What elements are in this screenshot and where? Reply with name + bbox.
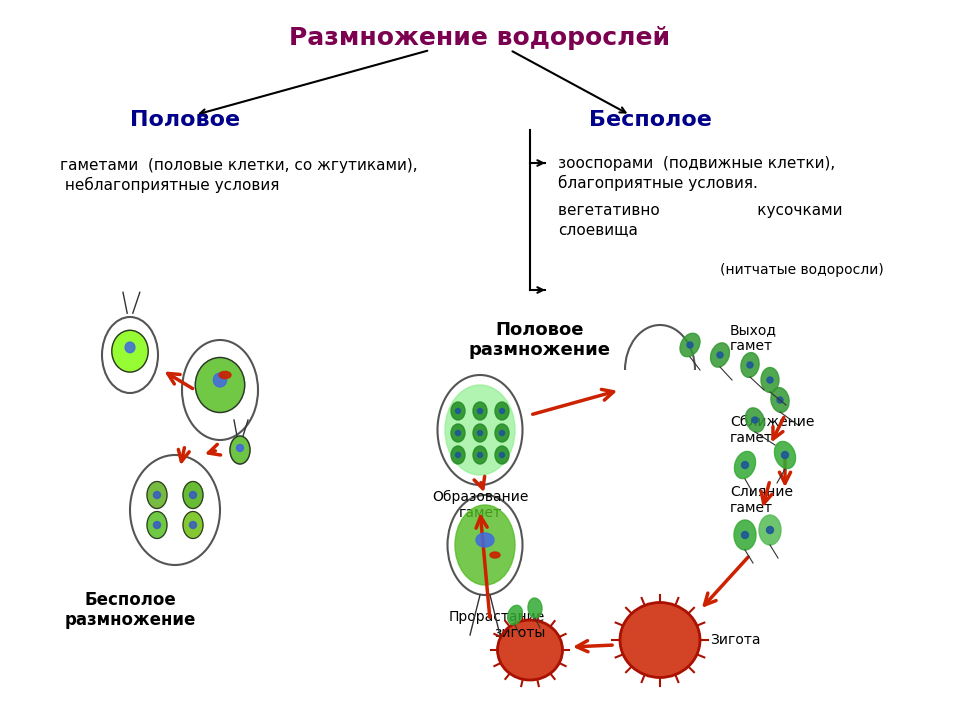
Ellipse shape: [499, 408, 505, 413]
Ellipse shape: [761, 367, 779, 392]
Text: Размножение водорослей: Размножение водорослей: [289, 26, 671, 50]
Ellipse shape: [147, 511, 167, 539]
Text: благоприятные условия.: благоприятные условия.: [558, 175, 757, 191]
Text: Сближение
гамет: Сближение гамет: [730, 415, 814, 445]
Ellipse shape: [620, 603, 700, 678]
Text: Бесполое
размножение: Бесполое размножение: [64, 590, 196, 629]
Text: зооспорами  (подвижные клетки),: зооспорами (подвижные клетки),: [558, 156, 835, 171]
Ellipse shape: [687, 342, 693, 348]
Ellipse shape: [710, 343, 730, 367]
Ellipse shape: [476, 533, 494, 547]
Ellipse shape: [777, 397, 783, 403]
Ellipse shape: [473, 446, 487, 464]
Ellipse shape: [771, 387, 789, 413]
Ellipse shape: [752, 417, 758, 423]
Text: Образование
гамет: Образование гамет: [432, 490, 528, 521]
Ellipse shape: [717, 352, 723, 358]
Ellipse shape: [111, 330, 148, 372]
Ellipse shape: [495, 446, 509, 464]
Ellipse shape: [473, 424, 487, 442]
Ellipse shape: [499, 452, 505, 457]
Ellipse shape: [236, 444, 244, 451]
Ellipse shape: [477, 452, 483, 457]
Ellipse shape: [473, 402, 487, 420]
Ellipse shape: [497, 620, 563, 680]
Ellipse shape: [741, 462, 749, 469]
Ellipse shape: [451, 446, 465, 464]
Ellipse shape: [455, 452, 461, 457]
Ellipse shape: [183, 482, 203, 508]
Ellipse shape: [680, 333, 700, 356]
Ellipse shape: [219, 372, 231, 379]
Ellipse shape: [183, 511, 203, 539]
Ellipse shape: [741, 531, 749, 539]
Text: Слияние
гамет: Слияние гамет: [730, 485, 793, 515]
Text: Выход
гамет: Выход гамет: [730, 323, 777, 353]
Text: Половое: Половое: [130, 110, 240, 130]
Ellipse shape: [230, 436, 250, 464]
Ellipse shape: [746, 408, 764, 432]
Ellipse shape: [213, 373, 227, 387]
Ellipse shape: [499, 431, 505, 436]
Ellipse shape: [189, 521, 197, 528]
Ellipse shape: [154, 521, 160, 528]
Ellipse shape: [147, 482, 167, 508]
Text: слоевища: слоевища: [558, 222, 637, 238]
Ellipse shape: [775, 441, 796, 469]
Text: (нитчатые водоросли): (нитчатые водоросли): [720, 263, 884, 277]
Ellipse shape: [477, 408, 483, 413]
Text: Зигота: Зигота: [710, 633, 760, 647]
Ellipse shape: [451, 424, 465, 442]
Ellipse shape: [455, 408, 461, 413]
Ellipse shape: [477, 431, 483, 436]
Ellipse shape: [759, 515, 781, 545]
Ellipse shape: [781, 451, 788, 459]
Ellipse shape: [195, 358, 245, 413]
Ellipse shape: [445, 385, 515, 475]
Ellipse shape: [767, 377, 773, 383]
Text: Половое
размножение: Половое размножение: [469, 320, 611, 359]
Ellipse shape: [747, 362, 753, 368]
Text: Прорастание
зиготы: Прорастание зиготы: [448, 610, 545, 640]
Ellipse shape: [189, 492, 197, 498]
Ellipse shape: [508, 606, 522, 625]
Ellipse shape: [455, 505, 515, 585]
Text: неблагоприятные условия: неблагоприятные условия: [60, 177, 279, 193]
Ellipse shape: [125, 342, 135, 353]
Ellipse shape: [766, 526, 774, 534]
Ellipse shape: [455, 431, 461, 436]
Ellipse shape: [734, 451, 756, 479]
Ellipse shape: [451, 402, 465, 420]
Ellipse shape: [495, 424, 509, 442]
Text: вегетативно                    кусочками: вегетативно кусочками: [558, 202, 843, 217]
Text: Бесполое: Бесполое: [588, 110, 711, 130]
Ellipse shape: [490, 552, 500, 558]
Text: гаметами  (половые клетки, со жгутиками),: гаметами (половые клетки, со жгутиками),: [60, 158, 418, 173]
Ellipse shape: [495, 402, 509, 420]
Ellipse shape: [734, 520, 756, 550]
Ellipse shape: [741, 353, 759, 377]
Ellipse shape: [154, 492, 160, 498]
Ellipse shape: [528, 598, 542, 618]
